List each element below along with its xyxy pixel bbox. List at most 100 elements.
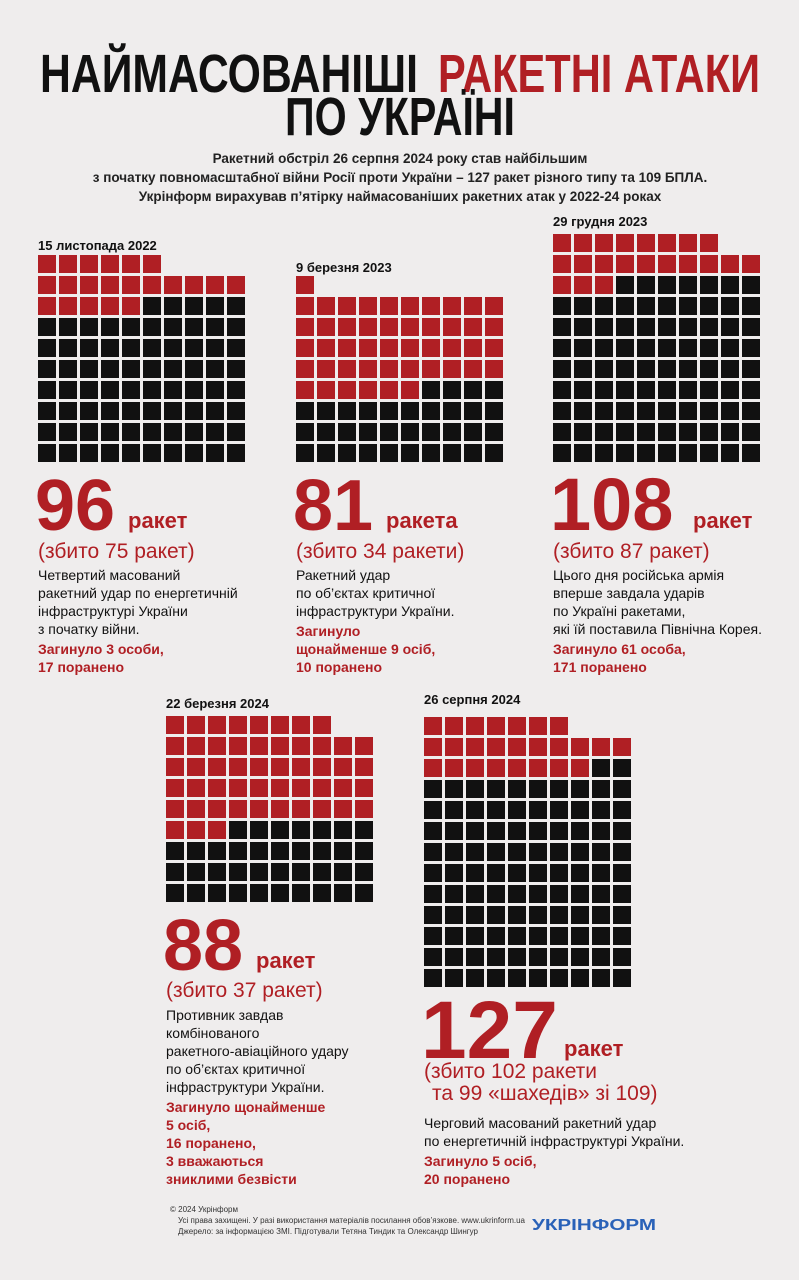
missile-shot-down	[164, 381, 182, 399]
shot-down-label: (збито 102 ракети	[424, 1060, 597, 1083]
missile-hit	[550, 738, 568, 756]
missile-unit: ракет	[128, 508, 188, 533]
missile-shot-down	[700, 402, 718, 420]
missile-shot-down	[613, 927, 631, 945]
missile-hit	[464, 297, 482, 315]
description-line: ракетного-авіаційного удару	[166, 1043, 349, 1059]
missile-count: 81	[293, 466, 373, 546]
missile-shot-down	[80, 444, 98, 462]
missile-shot-down	[595, 381, 613, 399]
missile-hit	[187, 716, 205, 734]
missile-shot-down	[445, 927, 463, 945]
missile-shot-down	[571, 843, 589, 861]
missile-shot-down	[550, 906, 568, 924]
missile-shot-down	[424, 843, 442, 861]
missile-shot-down	[229, 821, 247, 839]
missile-shot-down	[616, 276, 634, 294]
missile-shot-down	[424, 948, 442, 966]
missile-shot-down	[529, 927, 547, 945]
missile-hit	[613, 738, 631, 756]
missile-shot-down	[80, 318, 98, 336]
missile-shot-down	[164, 402, 182, 420]
description-line: комбінованого	[166, 1025, 260, 1041]
missile-shot-down	[658, 360, 676, 378]
missile-shot-down	[101, 423, 119, 441]
missile-shot-down	[445, 780, 463, 798]
missile-shot-down	[574, 360, 592, 378]
missile-shot-down	[571, 927, 589, 945]
missile-shot-down	[487, 948, 505, 966]
casualties-line: 3 вважаються	[166, 1153, 263, 1169]
missile-shot-down	[185, 297, 203, 315]
missile-shot-down	[571, 885, 589, 903]
casualties-line: Загинуло 5 осіб,	[424, 1153, 536, 1169]
missile-shot-down	[227, 318, 245, 336]
missile-shot-down	[595, 423, 613, 441]
missile-shot-down	[466, 864, 484, 882]
missile-shot-down	[143, 318, 161, 336]
missile-shot-down	[466, 906, 484, 924]
missile-shot-down	[208, 863, 226, 881]
missile-hit	[616, 255, 634, 273]
casualties-line: 171 поранено	[553, 659, 647, 675]
subtitle-line: з початку повномасштабної війни Росії пр…	[93, 170, 708, 185]
missile-hit	[292, 737, 310, 755]
missile-hit	[271, 716, 289, 734]
casualties-line: зниклими безвісти	[166, 1171, 297, 1187]
missile-shot-down	[466, 843, 484, 861]
missile-shot-down	[553, 297, 571, 315]
missile-count: 96	[35, 466, 115, 546]
missile-shot-down	[466, 885, 484, 903]
description-line: по енергетичній інфраструктурі України.	[424, 1133, 684, 1149]
missile-shot-down	[380, 402, 398, 420]
missile-shot-down	[700, 276, 718, 294]
missile-shot-down	[445, 822, 463, 840]
description-line: інфраструктурі України	[38, 603, 188, 619]
missile-shot-down	[637, 381, 655, 399]
missile-shot-down	[553, 444, 571, 462]
missile-shot-down	[508, 969, 526, 987]
missile-shot-down	[227, 360, 245, 378]
missile-hit	[508, 738, 526, 756]
missile-shot-down	[445, 885, 463, 903]
missile-hit	[206, 276, 224, 294]
missile-shot-down	[637, 339, 655, 357]
missile-hit	[401, 360, 419, 378]
missile-shot-down	[464, 381, 482, 399]
missile-hit	[485, 318, 503, 336]
missile-shot-down	[464, 444, 482, 462]
missile-hit	[553, 255, 571, 273]
missile-hit	[122, 297, 140, 315]
missile-hit	[229, 758, 247, 776]
missile-shot-down	[637, 402, 655, 420]
missile-unit: ракет	[564, 1036, 624, 1061]
missile-hit	[292, 716, 310, 734]
missile-hit	[355, 800, 373, 818]
missile-hit	[334, 800, 352, 818]
missile-shot-down	[466, 927, 484, 945]
missile-shot-down	[529, 906, 547, 924]
missile-shot-down	[508, 822, 526, 840]
missile-shot-down	[592, 801, 610, 819]
missile-shot-down	[164, 360, 182, 378]
missile-shot-down	[143, 297, 161, 315]
missile-shot-down	[313, 884, 331, 902]
missile-hit	[422, 318, 440, 336]
missile-shot-down	[571, 801, 589, 819]
missile-hit	[80, 255, 98, 273]
missile-hit	[101, 255, 119, 273]
missile-shot-down	[338, 444, 356, 462]
missile-shot-down	[292, 842, 310, 860]
missile-hit	[166, 779, 184, 797]
missile-hit	[401, 318, 419, 336]
missile-shot-down	[592, 906, 610, 924]
missile-shot-down	[229, 863, 247, 881]
missile-shot-down	[164, 444, 182, 462]
casualties-line: Загинуло 3 особи,	[38, 641, 164, 657]
missile-hit	[296, 276, 314, 294]
missile-shot-down	[227, 402, 245, 420]
missile-shot-down	[229, 842, 247, 860]
missile-shot-down	[143, 402, 161, 420]
missile-shot-down	[595, 444, 613, 462]
